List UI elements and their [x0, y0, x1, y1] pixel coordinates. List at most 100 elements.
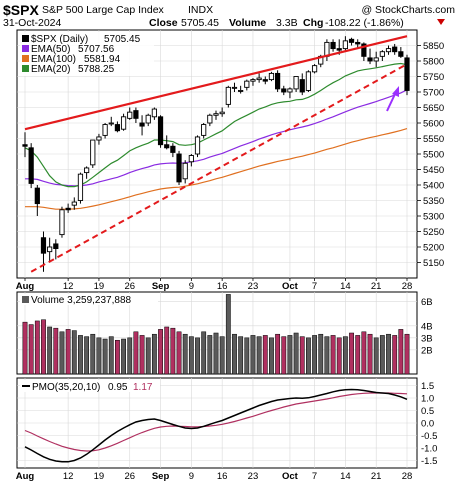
arrow-shaft: [386, 93, 396, 112]
candle-body: [244, 80, 250, 88]
volume-bar: [256, 336, 262, 375]
volume-bar: [386, 333, 391, 375]
candle-body: [299, 79, 305, 93]
pmo-x-tick-label: Sep: [152, 471, 170, 482]
candle-body: [311, 65, 318, 73]
price-x-tick-label: 21: [371, 281, 382, 292]
symbol-label: $SPX: [3, 2, 39, 18]
price-y-tick-label: 5850: [423, 41, 444, 52]
volume-bar: [96, 337, 102, 375]
volume-bar: [250, 335, 256, 375]
candle-body: [28, 147, 34, 184]
volume-y-tick-label: 3B: [421, 333, 433, 344]
pmo-lines: [24, 388, 408, 463]
pmo-x-tick-label: 14: [340, 471, 351, 482]
price-x-tick-label: 26: [124, 281, 135, 292]
candle-body: [256, 77, 262, 81]
candle-body: [59, 209, 65, 236]
candle-body: [194, 136, 201, 155]
volume-value: 3.3B: [276, 17, 298, 29]
volume-bar: [324, 336, 330, 375]
volume-bar: [151, 333, 157, 375]
volume-bar: [287, 335, 293, 375]
arrow-annotation: [386, 86, 399, 112]
legend-ema100-name: EMA(100): [31, 54, 76, 65]
volume-bar: [115, 339, 120, 375]
candle-body: [176, 153, 182, 183]
candle-body: [385, 48, 392, 53]
pmo-title-bg: [20, 380, 160, 392]
pmo-x-tick-label: 26: [124, 471, 135, 482]
price-y-tick-label: 5300: [423, 212, 444, 223]
legend-ema50-value: 5707.56: [78, 44, 115, 55]
volume-bar: [139, 335, 145, 375]
price-x-tick-label: 16: [217, 281, 228, 292]
ema-lines: [24, 62, 408, 210]
candle-body: [361, 43, 367, 57]
index-name-label: S&P 500 Large Cap Index: [42, 4, 165, 16]
price-y-tick-label: 5500: [423, 150, 444, 161]
pmo-x-axis: Aug 12 19 26 Sep 9 16 23 Oct 7 14 21 28: [16, 471, 413, 482]
pmo-value: 0.95: [108, 382, 128, 393]
candle-body: [40, 237, 47, 254]
volume-bar: [318, 333, 324, 375]
pmo-y-tick-label: -1.0: [421, 444, 437, 455]
candle-body: [305, 71, 312, 91]
legend-ema20-name: EMA(20): [31, 64, 70, 75]
pmo-grid: [17, 378, 417, 468]
volume-bar: [275, 333, 281, 375]
price-x-tick-label: 7: [312, 281, 317, 292]
volume-bars: [22, 294, 410, 375]
candle-body: [145, 114, 151, 124]
volume-bar: [373, 337, 379, 375]
volume-bar: [213, 332, 219, 375]
candle-body: [34, 187, 40, 205]
pmo-x-tick-label: 19: [94, 471, 105, 482]
price-y-tick-label: 5150: [423, 258, 444, 269]
legend-spx-value: 5705.45: [104, 34, 141, 45]
price-y-tick-label: 5800: [423, 57, 444, 68]
candle-body: [336, 48, 342, 51]
pmo-y-axis: -1.5-1.0 -0.50.0 0.51.0 1.5: [421, 381, 437, 467]
volume-bar: [34, 320, 40, 375]
pmo-y-tick-label: -0.5: [421, 431, 437, 442]
price-y-tick-label: 5250: [423, 227, 444, 238]
volume-title-bg: [20, 294, 158, 305]
price-y-tick-label: 5400: [423, 181, 444, 192]
pmo-x-tick-label: 7: [312, 471, 317, 482]
price-x-tick-label: 14: [340, 281, 351, 292]
close-value: 5705.45: [181, 17, 219, 29]
candle-body: [379, 51, 385, 57]
candle-body: [127, 111, 133, 119]
chg-value: -108.22 (-1.86%): [325, 17, 404, 29]
price-x-tick-label: Aug: [16, 281, 35, 292]
price-legend: $SPX (Daily) 5705.45 EMA(50) 5707.56 EMA…: [20, 32, 154, 76]
price-y-axis: 5150 5200 5250 5300 5350 5400 5450 5500 5550 5600…: [417, 41, 444, 269]
price-y-tick-label: 5550: [423, 134, 444, 145]
candle-body: [207, 114, 213, 124]
volume-bar: [195, 337, 200, 375]
candle-body: [293, 76, 299, 90]
price-x-tick-label: 9: [189, 281, 194, 292]
candle-body: [225, 86, 231, 105]
volume-bar: [71, 330, 77, 375]
candle-body: [84, 167, 90, 174]
pmo-title-name: PMO(35,20,10): [32, 382, 100, 393]
volume-bar: [330, 335, 336, 375]
lower-trendline: [30, 63, 408, 273]
candle-body: [77, 173, 84, 201]
date-label: 31-Oct-2024: [3, 17, 62, 29]
price-y-tick-label: 5200: [423, 243, 444, 254]
volume-bar: [84, 336, 90, 375]
candle-body: [373, 57, 379, 62]
pmo-x-tick-label: 16: [217, 471, 228, 482]
candle-body: [342, 40, 348, 50]
volume-bar: [102, 338, 108, 375]
upper-trendline: [24, 35, 408, 131]
candle-body: [201, 124, 207, 136]
volume-y-tick-label: 4B: [421, 321, 433, 332]
price-x-tick-label: 28: [402, 281, 413, 292]
candle-body: [120, 116, 127, 130]
candle-body: [404, 57, 410, 91]
volume-bar: [78, 335, 83, 375]
